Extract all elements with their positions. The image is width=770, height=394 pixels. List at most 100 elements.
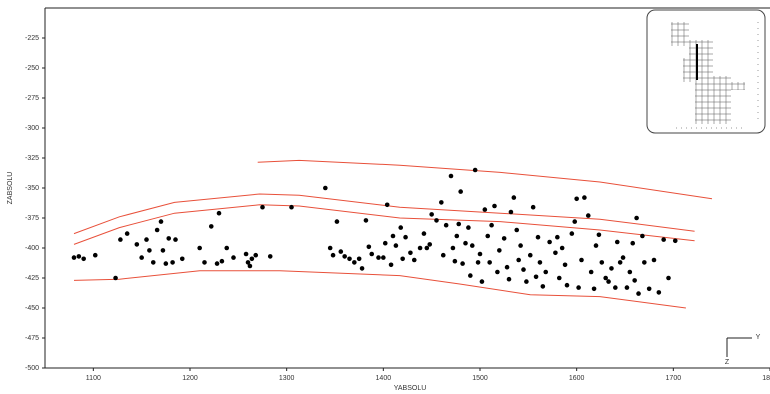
point — [289, 204, 294, 210]
point — [411, 257, 417, 263]
point — [456, 221, 462, 227]
point — [421, 231, 427, 236]
point — [390, 233, 396, 239]
point — [666, 275, 671, 281]
point — [429, 212, 434, 217]
point — [543, 269, 549, 275]
point — [118, 237, 123, 242]
y-tick-label: -225 — [25, 35, 39, 42]
point — [466, 225, 471, 230]
point — [656, 290, 662, 295]
point — [497, 248, 502, 253]
point — [609, 266, 614, 271]
point — [535, 234, 541, 240]
point — [219, 258, 225, 264]
point — [613, 285, 618, 290]
point — [508, 209, 514, 215]
point — [569, 231, 575, 236]
point — [559, 245, 565, 251]
point — [492, 203, 497, 209]
point — [214, 261, 220, 266]
point — [352, 260, 357, 265]
x-tick-label: 1300 — [279, 375, 295, 382]
point — [260, 204, 265, 210]
point — [606, 279, 611, 284]
point — [179, 256, 185, 262]
x-tick-label: 1700 — [666, 375, 682, 382]
point — [516, 257, 521, 263]
point — [556, 275, 562, 281]
point — [147, 248, 152, 253]
point — [576, 285, 581, 290]
y-tick-label: -375 — [25, 215, 39, 222]
point — [400, 256, 405, 262]
point — [624, 285, 630, 290]
point — [463, 240, 468, 246]
point — [482, 207, 488, 212]
point — [158, 219, 164, 224]
point — [247, 263, 253, 269]
point — [617, 260, 623, 265]
point — [249, 256, 255, 262]
point — [347, 256, 352, 262]
point — [366, 244, 372, 250]
x-tick-label: 1600 — [569, 375, 585, 382]
boundary-line — [257, 159, 713, 200]
point — [369, 251, 375, 257]
point — [636, 291, 641, 296]
point — [518, 243, 523, 248]
point — [224, 245, 230, 251]
point — [479, 279, 485, 284]
y-tick-label: -275 — [25, 95, 39, 102]
boundary-line — [73, 270, 686, 309]
point — [514, 227, 520, 233]
point — [627, 269, 633, 275]
point — [267, 254, 273, 259]
boundary-line — [73, 204, 695, 245]
point — [477, 251, 483, 257]
point — [533, 274, 539, 280]
point — [672, 238, 678, 244]
point — [408, 250, 413, 256]
x-tick-label: 1100 — [86, 375, 101, 382]
point — [363, 218, 369, 223]
point — [614, 239, 620, 245]
point — [562, 262, 568, 268]
point — [585, 213, 591, 218]
x-tick-label: 1800 — [762, 375, 770, 382]
y-tick-label: -350 — [25, 185, 39, 192]
point — [243, 251, 249, 257]
point — [564, 282, 570, 288]
y-axis-label: ZABSOLU — [7, 172, 14, 205]
point — [359, 266, 365, 271]
point — [489, 222, 494, 228]
point — [524, 279, 529, 284]
point — [338, 249, 344, 254]
point — [582, 195, 587, 200]
point — [591, 286, 597, 292]
point — [599, 260, 605, 265]
point — [454, 233, 460, 239]
point — [113, 275, 118, 281]
point — [640, 233, 645, 239]
point — [384, 202, 390, 208]
point — [450, 245, 456, 251]
point — [475, 260, 481, 265]
point — [71, 255, 77, 260]
point — [630, 240, 636, 246]
point — [342, 254, 347, 259]
y-tick-label: -250 — [25, 65, 39, 72]
point — [330, 252, 336, 258]
point — [521, 267, 526, 272]
y-tick-label: -400 — [25, 245, 39, 252]
point — [452, 258, 458, 264]
point — [170, 260, 175, 265]
point — [92, 252, 98, 258]
point — [356, 256, 362, 262]
point — [485, 233, 491, 239]
point — [448, 173, 454, 179]
point — [468, 273, 473, 278]
point — [620, 255, 626, 260]
point — [144, 237, 149, 242]
point — [443, 222, 449, 228]
